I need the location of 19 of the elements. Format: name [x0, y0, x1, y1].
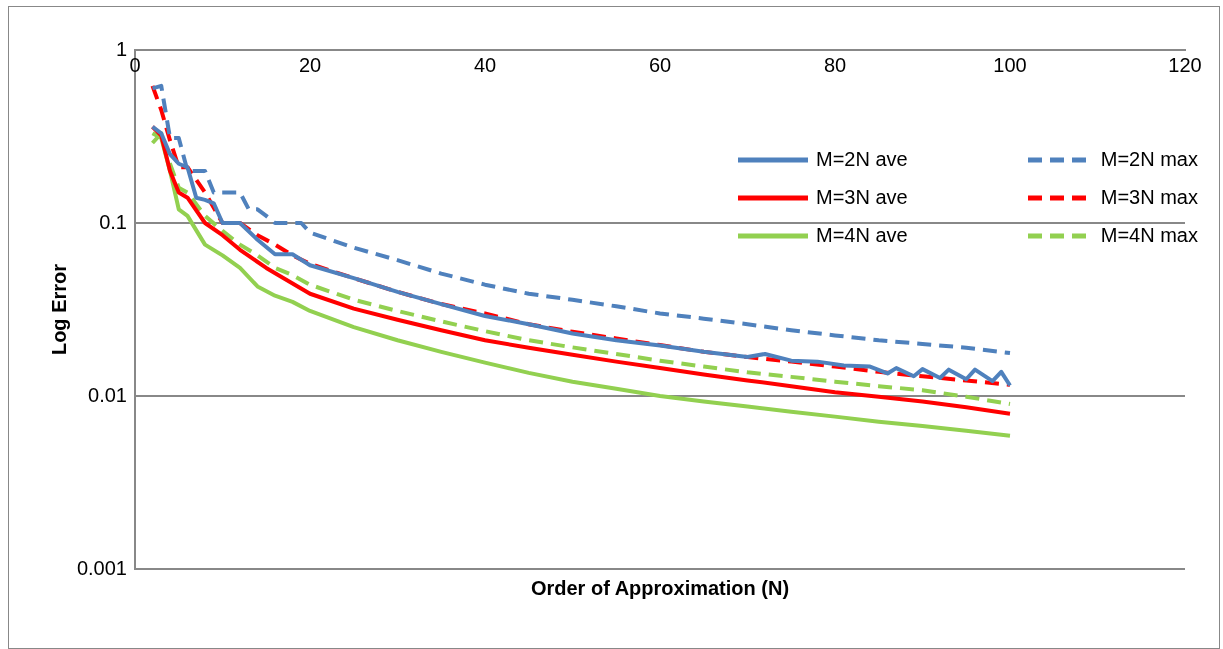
x-tick-label: 120	[1168, 53, 1202, 76]
legend-label: M=4N max	[1100, 224, 1198, 247]
y-axis-title: Log Error	[47, 263, 70, 356]
x-tick-label: 40	[473, 53, 497, 76]
y-tick-label: 0.01	[88, 383, 127, 406]
x-axis-title: Order of Approximation (N)	[530, 576, 790, 599]
legend-label: M=2N ave	[816, 148, 908, 171]
x-tick-label: 20	[298, 53, 322, 76]
legend-label: M=2N max	[1100, 148, 1198, 171]
x-tick-label: 100	[993, 53, 1027, 76]
x-tick-label: 80	[823, 53, 847, 76]
legend-label: M=3N ave	[816, 186, 908, 209]
y-tick-label: 0.1	[99, 210, 127, 233]
x-tick-label: 0	[129, 53, 141, 76]
x-tick-label: 60	[648, 53, 672, 76]
legend-label: M=4N ave	[816, 224, 908, 247]
legend-label: M=3N max	[1100, 186, 1198, 209]
y-tick-label: 0.001	[76, 556, 127, 579]
y-tick-label: 1	[115, 37, 127, 60]
